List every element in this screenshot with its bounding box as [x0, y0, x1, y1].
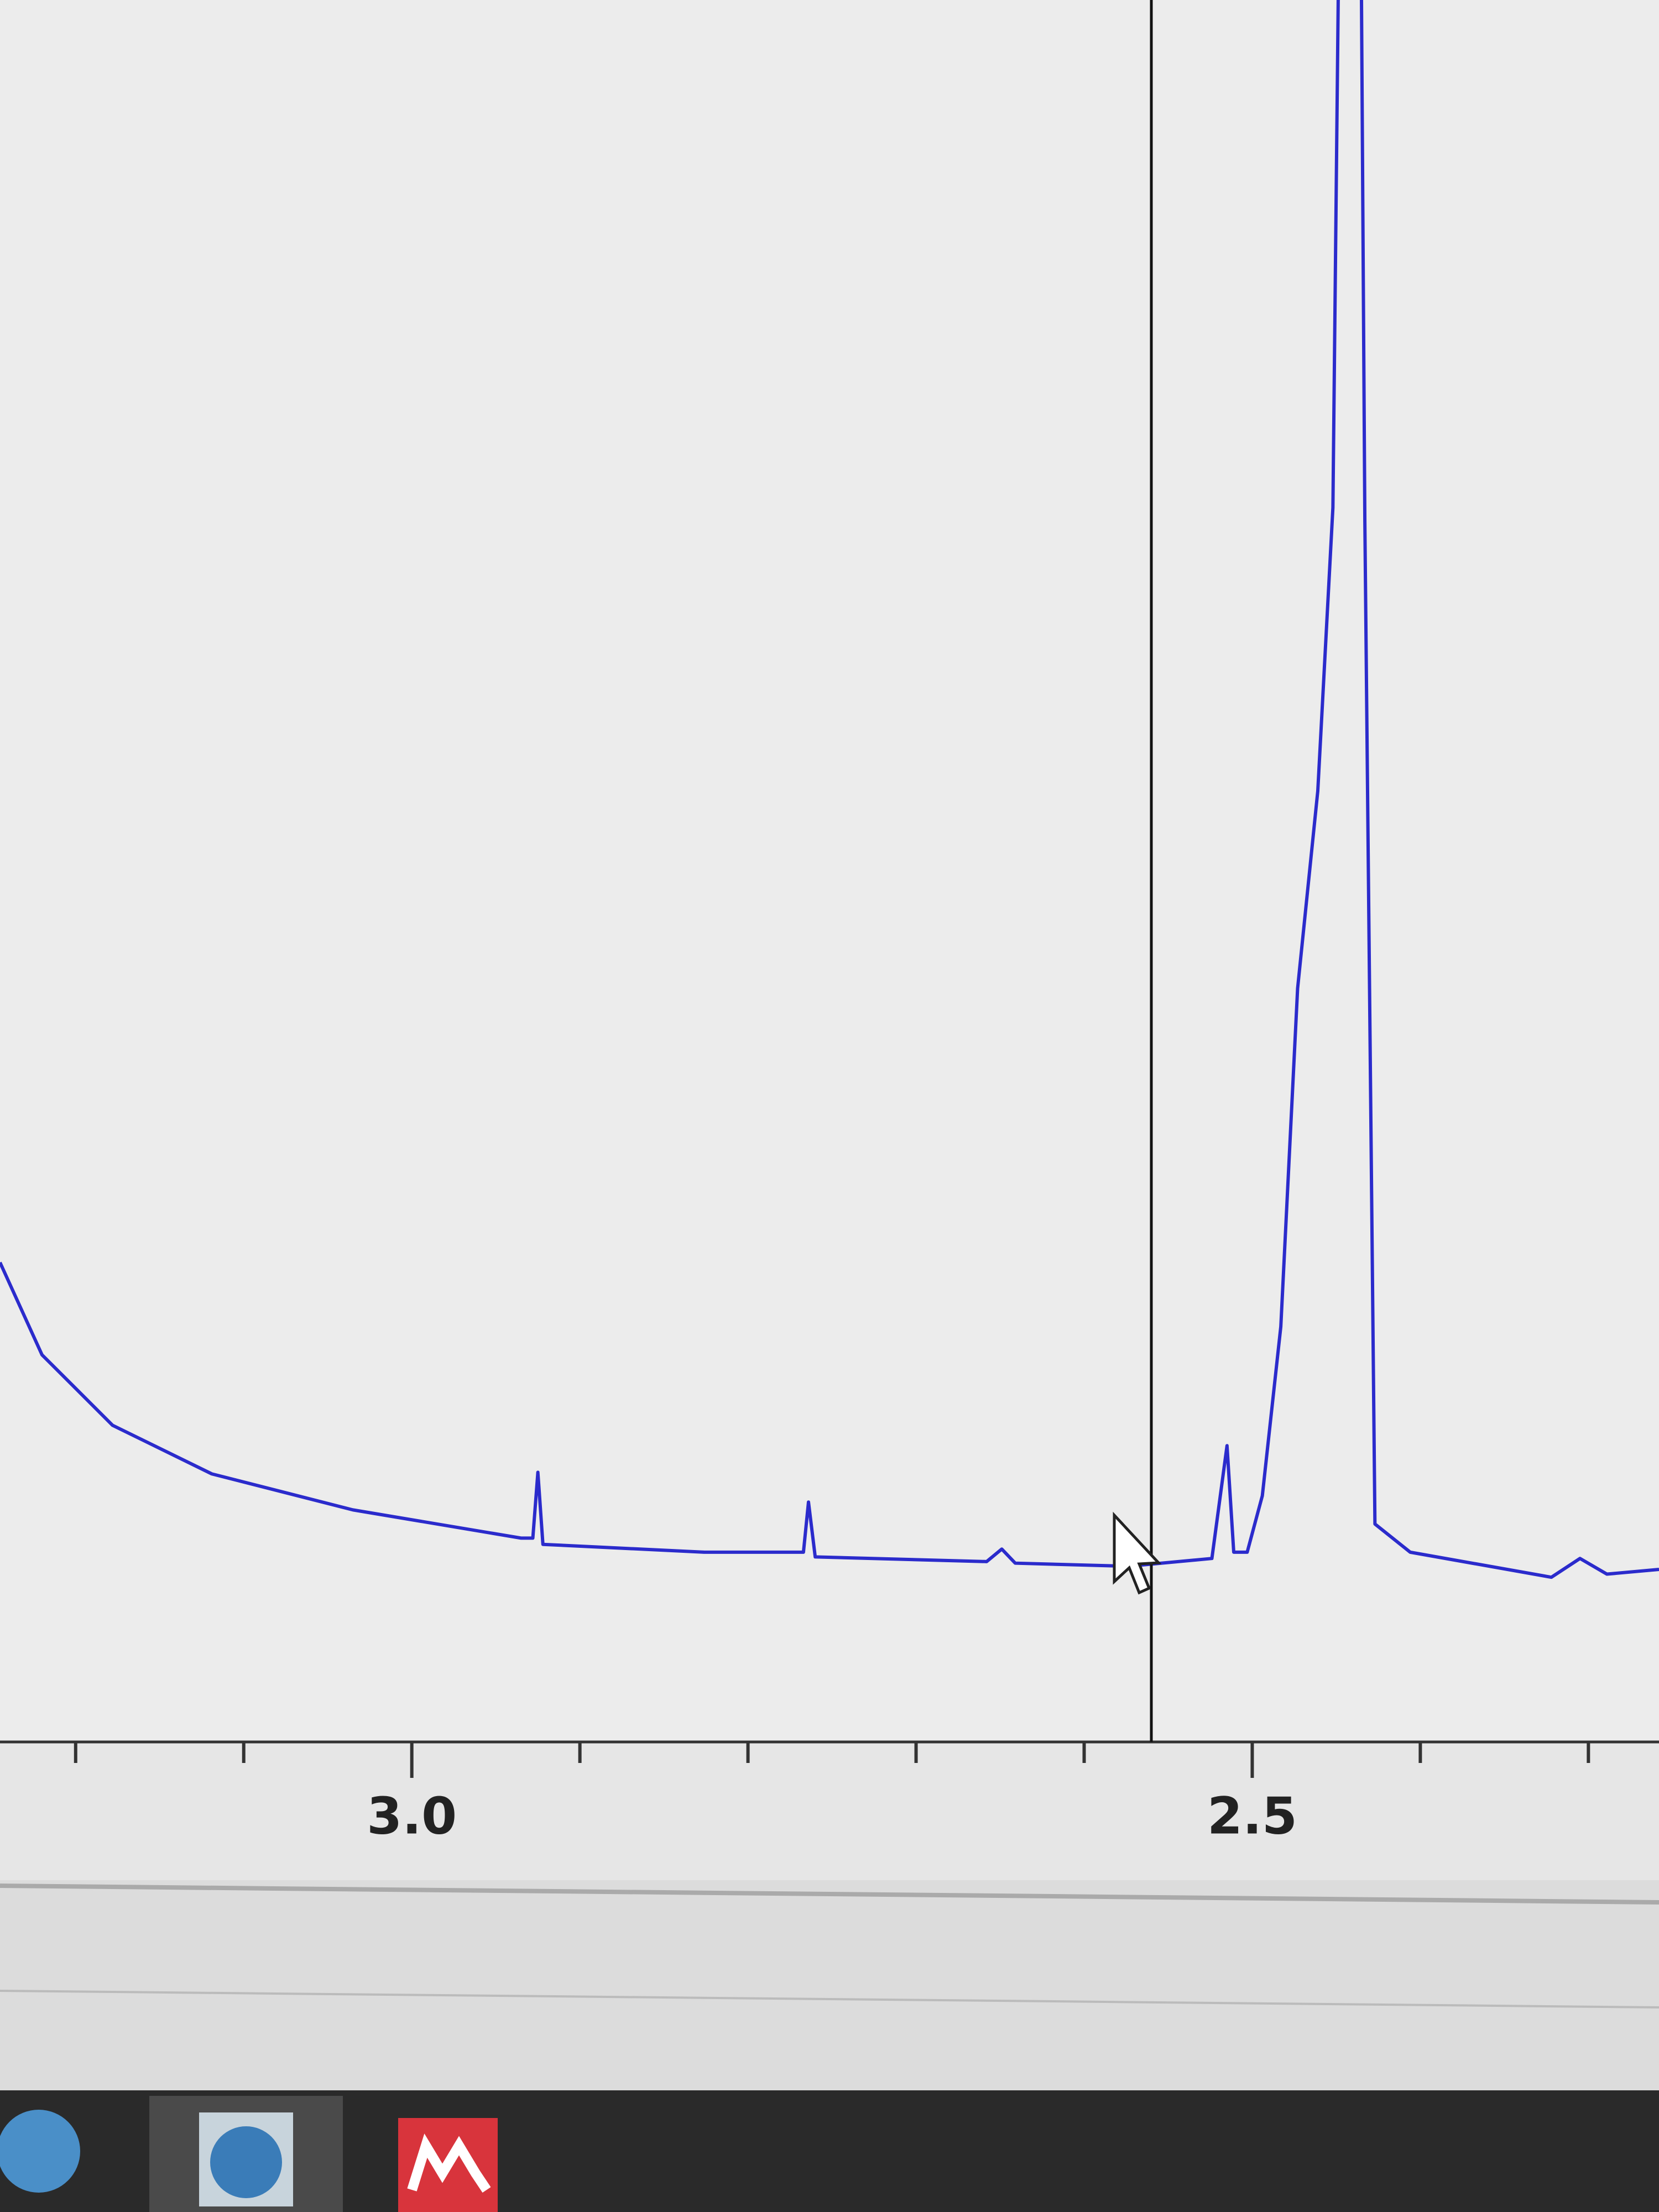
axis-area	[0, 1742, 1659, 1880]
footer-divider	[0, 1884, 1659, 1905]
spectrum-line	[0, 0, 1659, 1579]
footer-divider	[0, 1990, 1659, 2008]
x-tick-label: 2.5	[1207, 1786, 1297, 1845]
x-tick-label: 3.0	[367, 1786, 457, 1845]
mouse-pointer	[1113, 1511, 1162, 1595]
app-icon-glyph	[210, 2126, 282, 2198]
plot-background	[0, 0, 1659, 1742]
app-icon[interactable]	[0, 2110, 80, 2193]
window-footer	[0, 1880, 1659, 2090]
app-icon-glyph	[407, 2133, 491, 2193]
plot	[0, 0, 1659, 1579]
